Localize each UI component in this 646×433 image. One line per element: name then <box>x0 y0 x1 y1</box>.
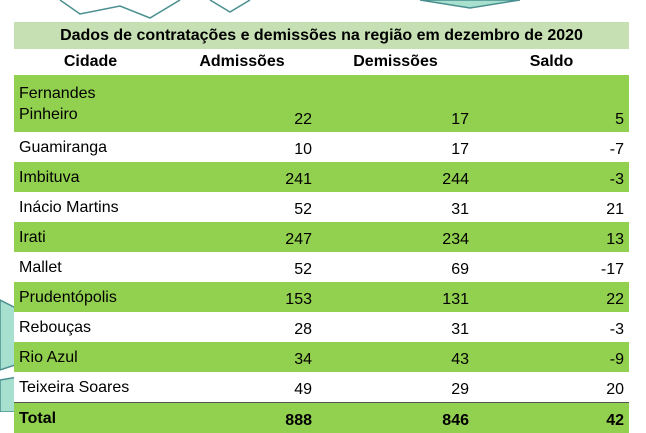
total-demissoes: 846 <box>317 403 474 433</box>
demissoes-cell: 69 <box>317 252 474 282</box>
admissoes-cell: 28 <box>167 312 317 342</box>
saldo-cell: -3 <box>474 162 629 192</box>
admissoes-cell: 241 <box>167 162 317 192</box>
city-cell: Teixeira Soares <box>14 372 167 403</box>
demissoes-cell: 17 <box>317 132 474 162</box>
data-table: Cidade Admissões Demissões Saldo Fernand… <box>14 49 629 433</box>
saldo-cell: -7 <box>474 132 629 162</box>
data-table-panel: Dados de contratações e demissões na reg… <box>14 22 629 433</box>
demissoes-cell: 29 <box>317 372 474 403</box>
saldo-cell: 5 <box>474 75 629 132</box>
header-admissoes: Admissões <box>167 49 317 75</box>
total-admissoes: 888 <box>167 403 317 433</box>
header-demissoes: Demissões <box>317 49 474 75</box>
header-cidade: Cidade <box>14 49 167 75</box>
demissoes-cell: 31 <box>317 312 474 342</box>
admissoes-cell: 34 <box>167 342 317 372</box>
demissoes-cell: 31 <box>317 192 474 222</box>
table-row: Imbituva 241 244 -3 <box>14 162 629 192</box>
demissoes-cell: 234 <box>317 222 474 252</box>
header-saldo: Saldo <box>474 49 629 75</box>
city-cell: Inácio Martins <box>14 192 167 222</box>
city-cell: Guamiranga <box>14 132 167 162</box>
table-row: Guamiranga 10 17 -7 <box>14 132 629 162</box>
table-row: Inácio Martins 52 31 21 <box>14 192 629 222</box>
city-cell: Irati <box>14 222 167 252</box>
table-row: Teixeira Soares 49 29 20 <box>14 372 629 403</box>
saldo-cell: -9 <box>474 342 629 372</box>
admissoes-cell: 52 <box>167 192 317 222</box>
saldo-cell: 20 <box>474 372 629 403</box>
table-row: Rebouças 28 31 -3 <box>14 312 629 342</box>
table-header-row: Cidade Admissões Demissões Saldo <box>14 49 629 75</box>
city-name-line2: Pinheiro <box>19 106 78 123</box>
total-label: Total <box>14 403 167 433</box>
admissoes-cell: 153 <box>167 282 317 312</box>
saldo-cell: -3 <box>474 312 629 342</box>
table-row: Prudentópolis 153 131 22 <box>14 282 629 312</box>
saldo-cell: 21 <box>474 192 629 222</box>
city-cell: Mallet <box>14 252 167 282</box>
table-row: Irati 247 234 13 <box>14 222 629 252</box>
table-title: Dados de contratações e demissões na reg… <box>14 22 629 49</box>
demissoes-cell: 17 <box>317 75 474 132</box>
demissoes-cell: 43 <box>317 342 474 372</box>
saldo-cell: 13 <box>474 222 629 252</box>
city-cell: Rebouças <box>14 312 167 342</box>
city-cell: Prudentópolis <box>14 282 167 312</box>
admissoes-cell: 49 <box>167 372 317 403</box>
admissoes-cell: 52 <box>167 252 317 282</box>
admissoes-cell: 10 <box>167 132 317 162</box>
table-row: Rio Azul 34 43 -9 <box>14 342 629 372</box>
table-total-row: Total 888 846 42 <box>14 403 629 433</box>
total-saldo: 42 <box>474 403 629 433</box>
city-cell: Fernandes Pinheiro <box>14 75 167 132</box>
demissoes-cell: 244 <box>317 162 474 192</box>
saldo-cell: -17 <box>474 252 629 282</box>
table-row: Fernandes Pinheiro 22 17 5 <box>14 75 629 132</box>
city-name-line1: Fernandes <box>19 85 96 102</box>
admissoes-cell: 247 <box>167 222 317 252</box>
demissoes-cell: 131 <box>317 282 474 312</box>
city-cell: Rio Azul <box>14 342 167 372</box>
admissoes-cell: 22 <box>167 75 317 132</box>
table-row: Mallet 52 69 -17 <box>14 252 629 282</box>
saldo-cell: 22 <box>474 282 629 312</box>
city-cell: Imbituva <box>14 162 167 192</box>
